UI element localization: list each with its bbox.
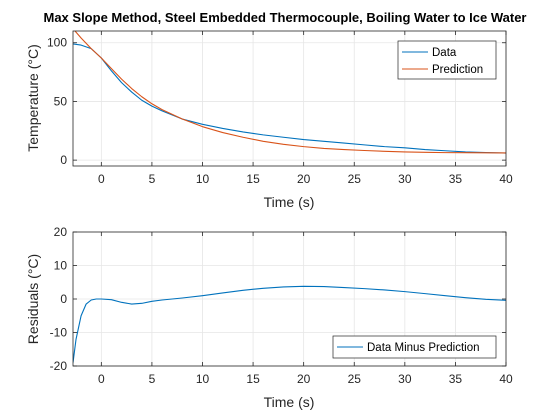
residuals-legend: Data Minus Prediction [332, 335, 497, 359]
chart-title: Max Slope Method, Steel Embedded Thermoc… [44, 10, 527, 25]
temperature-grid [73, 31, 507, 166]
x-tick-label: 40 [499, 372, 513, 386]
y-tick-label: -10 [50, 326, 68, 340]
x-tick-label: 30 [398, 372, 412, 386]
y-tick-label: 0 [60, 153, 67, 167]
x-tick-label: 0 [98, 172, 105, 186]
x-tick-label: 5 [149, 172, 156, 186]
series-line-data [73, 43, 506, 154]
temperature-axes-box [72, 30, 507, 167]
y-tick-label: -20 [50, 359, 68, 373]
temperature-ticks: 0 5 10 15 20 25 30 35 40 0 50 100 [47, 31, 513, 186]
temperature-legend: Data Prediction [397, 40, 497, 80]
residuals-y-axis-label: Residuals (°C) [25, 254, 41, 344]
x-tick-label: 10 [196, 372, 210, 386]
temperature-x-axis-label: Time (s) [264, 194, 315, 210]
y-tick-label: 20 [54, 225, 68, 239]
x-tick-label: 5 [149, 372, 156, 386]
residuals-x-axis-label: Time (s) [264, 394, 315, 410]
x-tick-label: 25 [348, 172, 362, 186]
y-tick-label: 10 [54, 259, 68, 273]
y-tick-label: 50 [54, 94, 68, 108]
legend-entry: Data [432, 47, 457, 59]
x-tick-label: 35 [449, 372, 463, 386]
residuals-plot: 0 5 10 15 20 25 30 35 40 -20 -10 0 10 20 Time (s) Res… [25, 225, 513, 410]
residuals-series [73, 285, 506, 363]
series-line-prediction [74, 31, 506, 154]
residuals-ticks: 0 5 10 15 20 25 30 35 40 -20 -10 0 10 20 [50, 225, 513, 386]
x-tick-label: 10 [196, 172, 210, 186]
x-tick-label: 30 [398, 172, 412, 186]
legend-box [332, 335, 497, 359]
legend-entry: Data Minus Prediction [367, 342, 480, 354]
x-tick-label: 35 [449, 172, 463, 186]
y-tick-label: 100 [47, 36, 67, 50]
x-tick-label: 15 [246, 172, 260, 186]
series-line-data-minus-prediction [73, 285, 506, 363]
temperature-series [73, 31, 506, 154]
x-tick-label: 0 [98, 372, 105, 386]
y-tick-label: 0 [60, 292, 67, 306]
legend-box [397, 40, 497, 80]
x-tick-label: 25 [348, 372, 362, 386]
x-tick-label: 20 [297, 372, 311, 386]
x-tick-label: 20 [297, 172, 311, 186]
temperature-y-axis-label: Temperature (°C) [25, 44, 41, 152]
legend-entry: Prediction [432, 64, 483, 76]
x-tick-label: 15 [246, 372, 260, 386]
temperature-plot: 0 5 10 15 20 25 30 35 40 0 50 100 Max Slope Method,… [25, 10, 527, 210]
x-tick-label: 40 [499, 172, 513, 186]
